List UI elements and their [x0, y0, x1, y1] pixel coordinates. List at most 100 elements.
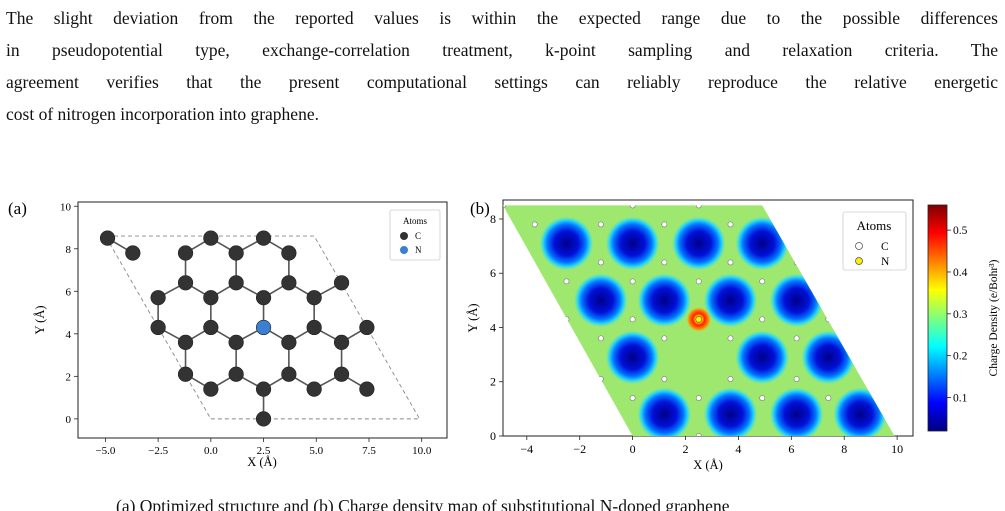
carbon-atom [759, 316, 766, 323]
paragraph-line: The slight deviation from the reported v… [6, 8, 998, 28]
carbon-atom [661, 335, 668, 342]
colorbar [927, 204, 948, 432]
legend-a: Atoms C N [389, 209, 441, 261]
y-tick-label: 10 [60, 201, 72, 213]
legend-title: Atoms [403, 216, 428, 226]
carbon-atom [629, 395, 636, 401]
low-density-region [637, 273, 692, 328]
panel-b-label: (b) [470, 199, 490, 218]
paragraph-line: cost of nitrogen incorporation into grap… [6, 104, 319, 124]
legend-carbon-label: C [881, 241, 889, 253]
x-tick-label: −2 [573, 442, 586, 456]
low-density-region [605, 216, 660, 271]
carbon-atom [359, 319, 375, 336]
carbon-atom [359, 381, 375, 397]
carbon-atom [228, 275, 244, 291]
x-tick-label: 2 [683, 442, 689, 456]
x-tick-label: 4 [735, 442, 741, 456]
carbon-atom [759, 278, 766, 285]
legend-carbon-marker [855, 242, 863, 250]
carbon-atom [629, 316, 636, 323]
carbon-atom [793, 335, 800, 342]
y-tick-label: 0 [490, 429, 496, 443]
y-tick-label: 8 [490, 212, 496, 226]
carbon-atom [759, 395, 766, 401]
x-tick-label: 6 [788, 442, 794, 456]
low-density-region [637, 387, 692, 436]
carbon-atom [695, 395, 702, 401]
carbon-atom [531, 221, 538, 228]
paragraph-line: in pseudopotential type, exchange-correl… [6, 40, 998, 60]
carbon-atom [255, 411, 272, 427]
y-tick-label: 4 [490, 320, 496, 334]
x-tick-label: 0.0 [204, 445, 218, 457]
x-tick-label: 0 [630, 442, 636, 456]
carbon-atom [695, 278, 702, 285]
colorbar-tick-label: 0.1 [953, 393, 968, 405]
y-ticks: 0 2 4 6 8 [490, 212, 503, 443]
carbon-atom [563, 316, 570, 323]
carbon-atom [333, 366, 350, 382]
low-density-regions [539, 216, 888, 436]
low-density-region [833, 387, 888, 436]
carbon-atom [661, 376, 668, 382]
carbon-atom [177, 245, 194, 261]
legend-carbon-marker [400, 232, 408, 240]
atom-markers [99, 230, 375, 427]
colorbar-ticks: 0.1 0.2 0.3 0.4 0.5 [947, 225, 968, 405]
x-ticks: −5.0 −2.5 0.0 2.5 5.0 7.5 10.0 [95, 438, 432, 457]
nitrogen-atom [255, 319, 272, 336]
low-density-region [703, 387, 758, 436]
carbon-atom [203, 230, 219, 246]
y-tick-label: 8 [66, 244, 72, 256]
carbon-atom [306, 319, 322, 336]
y-axis-label: Y (Å) [466, 303, 480, 332]
legend-nitrogen-label: N [415, 245, 422, 255]
x-tick-label: 7.5 [362, 445, 376, 457]
y-tick-label: 2 [490, 375, 496, 389]
y-ticks: 0 2 4 6 8 10 [60, 201, 78, 426]
carbon-atom [629, 205, 636, 209]
carbon-atom [228, 245, 244, 261]
low-density-region [539, 216, 594, 271]
carbon-atom [695, 205, 702, 209]
carbon-atom [333, 334, 350, 350]
x-axis-label: X (Å) [247, 455, 277, 469]
carbon-atom [177, 366, 194, 382]
legend-title: Atoms [857, 218, 892, 233]
nitrogen-atom [695, 316, 703, 323]
carbon-atom [661, 221, 668, 228]
carbon-atom [255, 230, 272, 246]
low-density-region [769, 273, 824, 328]
low-density-region [769, 387, 824, 436]
carbon-atom [597, 221, 604, 228]
colorbar-tick-label: 0.5 [953, 225, 968, 237]
carbon-atom [281, 334, 297, 350]
carbon-atom [99, 230, 116, 246]
x-tick-label: 5.0 [309, 445, 323, 457]
carbon-atom [177, 275, 194, 291]
x-ticks: −4 −2 0 2 4 6 8 10 [520, 436, 903, 456]
y-tick-label: 6 [490, 266, 496, 280]
carbon-atom [306, 290, 322, 306]
colorbar-tick-label: 0.4 [953, 267, 968, 279]
carbon-atom [727, 335, 734, 342]
y-tick-label: 4 [66, 329, 72, 341]
carbon-atom [255, 290, 272, 306]
x-tick-label: −5.0 [95, 445, 115, 457]
x-tick-label: 2.5 [257, 445, 271, 457]
carbon-atom [150, 290, 166, 306]
low-density-region [671, 216, 726, 271]
x-tick-label: 8 [841, 442, 847, 456]
colorbar-tick-label: 0.2 [953, 351, 968, 363]
carbon-atom [825, 395, 832, 401]
carbon-atom [281, 245, 297, 261]
carbon-atom [203, 381, 219, 397]
carbon-atom [333, 275, 350, 291]
carbon-atom [203, 319, 219, 336]
carbon-atom [793, 376, 800, 382]
carbon-atom [597, 376, 604, 382]
carbon-atom [177, 334, 194, 350]
carbon-atom [597, 259, 604, 266]
y-tick-label: 6 [66, 286, 72, 298]
